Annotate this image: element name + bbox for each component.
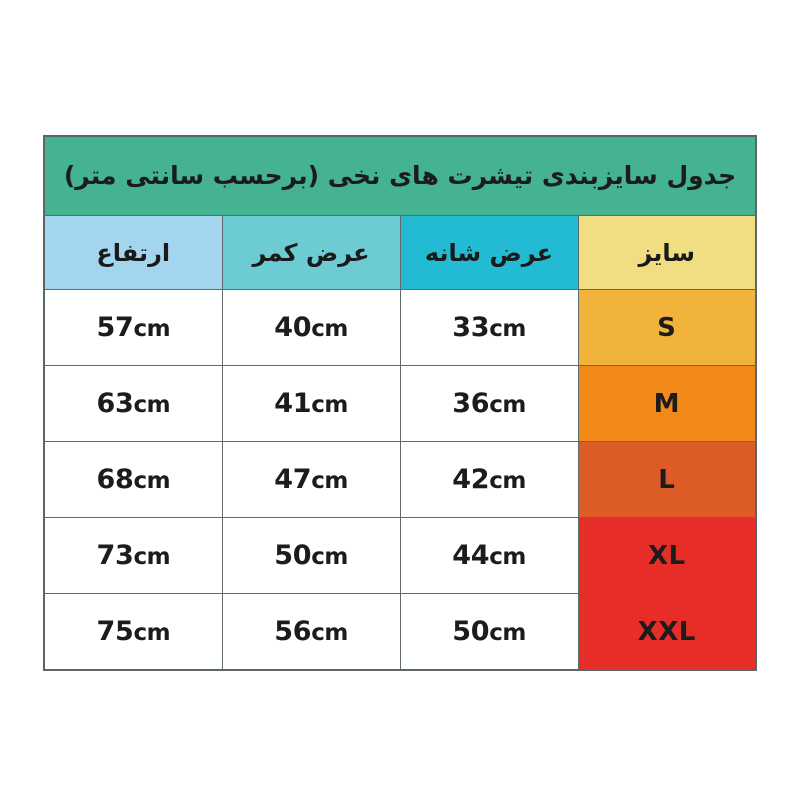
waist-number-s: 40 xyxy=(274,312,312,343)
table-title-row: جدول سایزبندی تیشرت های نخی (برحسب سانتی… xyxy=(43,135,757,216)
waist-value-s: 40cm xyxy=(221,289,401,366)
shoulder-value-l: 42cm xyxy=(399,441,579,518)
waist-number-l: 47 xyxy=(274,464,312,495)
size-chart-table: جدول سایزبندی تیشرت های نخی (برحسب سانتی… xyxy=(43,135,757,671)
waist-number-xxl: 56 xyxy=(274,616,312,647)
table-row: S 33cm 40cm 57cm xyxy=(43,289,757,366)
size-label-xxl: XXL xyxy=(577,593,757,671)
column-header-height: ارتفاع xyxy=(43,215,223,290)
height-number-m: 63 xyxy=(96,388,134,419)
shoulder-number-l: 42 xyxy=(452,464,490,495)
height-unit-l: cm xyxy=(133,468,171,494)
waist-number-m: 41 xyxy=(274,388,312,419)
waist-value-m: 41cm xyxy=(221,365,401,442)
waist-unit-xxl: cm xyxy=(311,620,348,646)
waist-unit-m: cm xyxy=(311,392,348,418)
column-header-shoulder-width: عرض شانه xyxy=(399,215,579,290)
shoulder-unit-m: cm xyxy=(489,392,526,418)
shoulder-number-xxl: 50 xyxy=(452,616,490,647)
column-header-size: سایز xyxy=(577,215,757,290)
table-title: جدول سایزبندی تیشرت های نخی (برحسب سانتی… xyxy=(43,135,757,216)
height-unit-xxl: cm xyxy=(133,620,171,646)
size-label-s: S xyxy=(577,289,757,366)
shoulder-value-xxl: 50cm xyxy=(399,593,579,671)
size-label-xl: XL xyxy=(577,517,757,594)
height-value-s: 57cm xyxy=(43,289,223,366)
table-row: XXL 50cm 56cm 75cm xyxy=(43,593,757,671)
table-header-row: سایز عرض شانه عرض کمر ارتفاع xyxy=(43,215,757,290)
shoulder-number-m: 36 xyxy=(452,388,490,419)
waist-unit-s: cm xyxy=(311,316,348,342)
waist-unit-l: cm xyxy=(311,468,348,494)
height-number-s: 57 xyxy=(96,312,134,343)
shoulder-unit-l: cm xyxy=(489,468,526,494)
shoulder-unit-xxl: cm xyxy=(489,620,526,646)
height-value-xxl: 75cm xyxy=(43,593,223,671)
waist-number-xl: 50 xyxy=(274,540,312,571)
shoulder-number-xl: 44 xyxy=(452,540,490,571)
shoulder-value-xl: 44cm xyxy=(399,517,579,594)
waist-value-xl: 50cm xyxy=(221,517,401,594)
table-row: XL 44cm 50cm 73cm xyxy=(43,517,757,594)
waist-value-xxl: 56cm xyxy=(221,593,401,671)
height-value-m: 63cm xyxy=(43,365,223,442)
height-unit-s: cm xyxy=(133,316,171,342)
height-number-xl: 73 xyxy=(96,540,134,571)
table-row: M 36cm 41cm 63cm xyxy=(43,365,757,442)
waist-unit-xl: cm xyxy=(311,544,348,570)
height-value-l: 68cm xyxy=(43,441,223,518)
shoulder-value-s: 33cm xyxy=(399,289,579,366)
height-number-xxl: 75 xyxy=(96,616,134,647)
waist-value-l: 47cm xyxy=(221,441,401,518)
table-row: L 42cm 47cm 68cm xyxy=(43,441,757,518)
height-unit-m: cm xyxy=(133,392,171,418)
size-label-m: M xyxy=(577,365,757,442)
shoulder-unit-xl: cm xyxy=(489,544,526,570)
column-header-waist-width: عرض کمر xyxy=(221,215,401,290)
height-value-xl: 73cm xyxy=(43,517,223,594)
height-unit-xl: cm xyxy=(133,544,171,570)
shoulder-number-s: 33 xyxy=(452,312,490,343)
size-label-l: L xyxy=(577,441,757,518)
shoulder-unit-s: cm xyxy=(489,316,526,342)
shoulder-value-m: 36cm xyxy=(399,365,579,442)
height-number-l: 68 xyxy=(96,464,134,495)
